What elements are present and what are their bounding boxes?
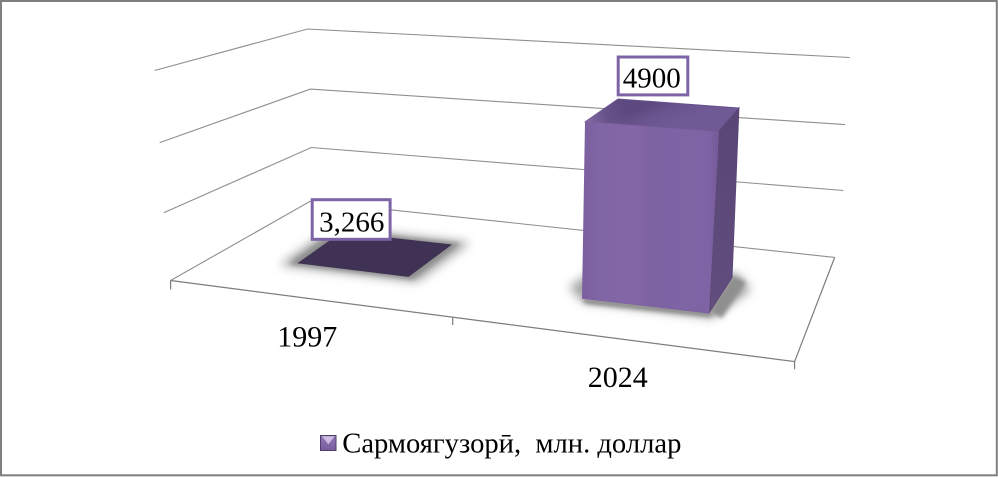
svg-text:2024: 2024 xyxy=(588,361,648,394)
svg-text:4900: 4900 xyxy=(623,63,681,95)
svg-text:1997: 1997 xyxy=(277,321,337,354)
svg-text:3,266: 3,266 xyxy=(319,207,384,239)
svg-text:Сармоягузорӣ, млн. доллар: Сармоягузорӣ, млн. доллар xyxy=(342,429,681,460)
